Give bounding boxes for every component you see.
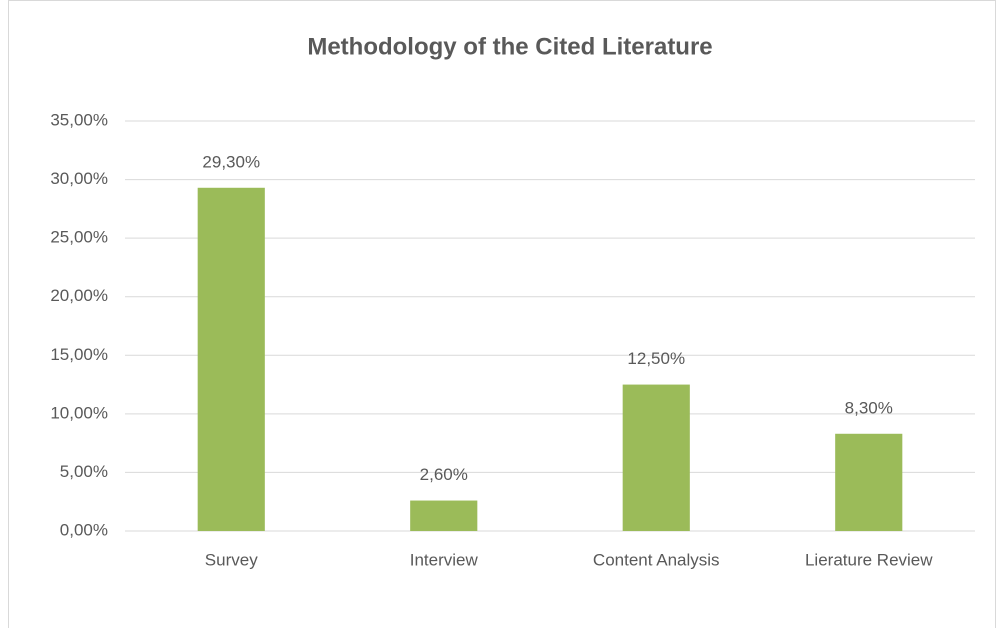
x-tick-label: Survey [205,550,258,569]
y-tick-label: 0,00% [60,520,108,539]
y-tick-label: 25,00% [50,228,108,247]
y-tick-label: 20,00% [50,286,108,305]
bar [835,433,903,531]
chart-border [8,0,996,628]
y-tick-label: 35,00% [50,110,108,129]
data-label: 2,60% [420,465,468,484]
bar [197,187,265,531]
x-tick-label: Interview [410,550,479,569]
chart-title: Methodology of the Cited Literature [307,33,712,60]
bar [410,500,478,531]
y-tick-label: 30,00% [50,169,108,188]
y-tick-label: 10,00% [50,403,108,422]
data-label: 8,30% [845,398,893,417]
data-label: 12,50% [627,349,685,368]
y-tick-label: 15,00% [50,345,108,364]
bar [622,384,690,531]
x-tick-label: Lierature Review [805,550,933,569]
data-label: 29,30% [202,152,260,171]
x-tick-label: Content Analysis [593,550,720,569]
y-tick-label: 5,00% [60,462,108,481]
